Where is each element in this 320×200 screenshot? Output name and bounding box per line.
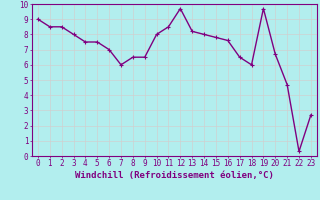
X-axis label: Windchill (Refroidissement éolien,°C): Windchill (Refroidissement éolien,°C) (75, 171, 274, 180)
